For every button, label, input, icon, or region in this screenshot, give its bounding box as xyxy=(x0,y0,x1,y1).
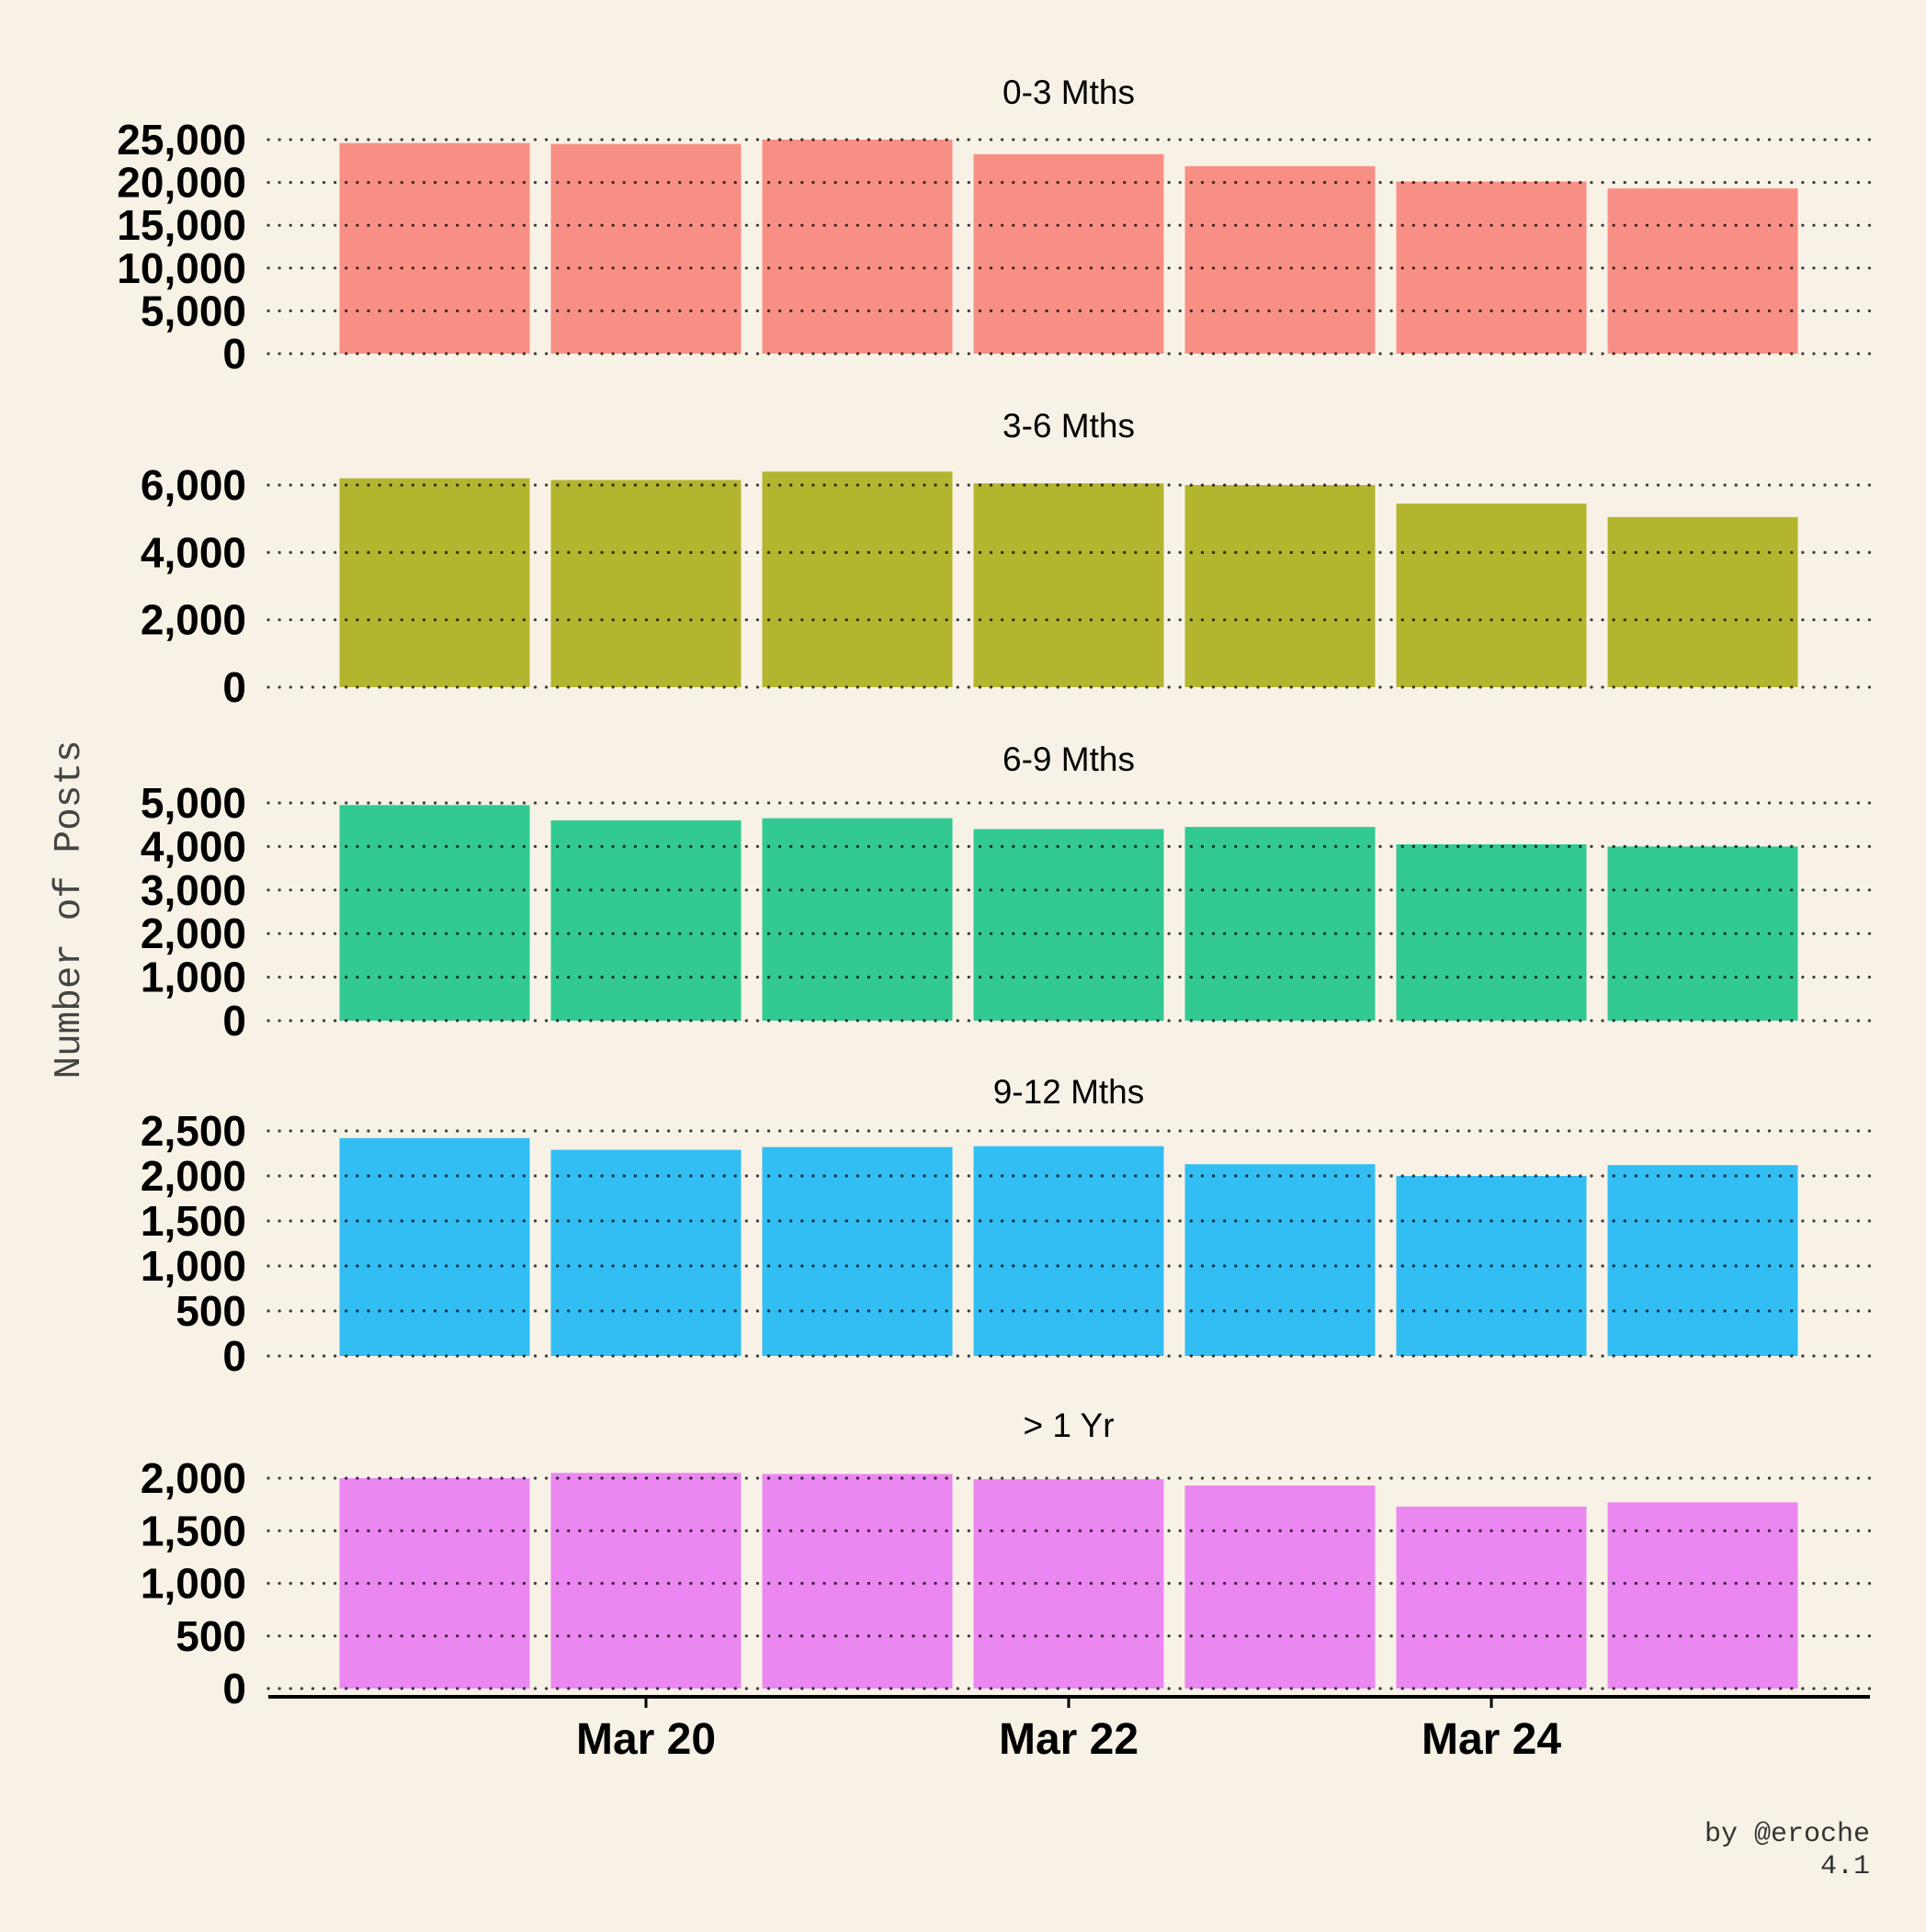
bar-mar-20 xyxy=(550,480,742,687)
x-tick-label: Mar 24 xyxy=(1422,1715,1561,1764)
bar-mar-21 xyxy=(762,140,953,354)
bar-mar-23 xyxy=(1184,485,1376,687)
y-tick-label: 20,000 xyxy=(117,159,246,207)
y-tick-label: 0 xyxy=(222,997,246,1045)
y-tick-label: 6,000 xyxy=(141,461,246,509)
y-tick-label: 2,500 xyxy=(141,1107,246,1155)
y-tick-label: 2,000 xyxy=(141,1454,246,1502)
y-tick-label: 4,000 xyxy=(141,822,246,870)
bar-mar-22 xyxy=(973,153,1164,354)
bar-mar-23 xyxy=(1184,165,1376,354)
y-tick-label: 1,000 xyxy=(141,1242,246,1290)
bar-mar-20 xyxy=(550,819,742,1021)
y-tick-label: 5,000 xyxy=(141,287,246,334)
panel-title: 9-12 Mths xyxy=(993,1073,1145,1111)
y-tick-label: 25,000 xyxy=(117,116,246,164)
y-tick-label: 10,000 xyxy=(117,244,246,292)
panel-2: 0 2,000 4,000 6,000 3-6 Mths xyxy=(141,407,1872,711)
bar-mar-23 xyxy=(1184,827,1376,1021)
x-tick-label: Mar 20 xyxy=(576,1715,716,1764)
y-tick-label: 500 xyxy=(176,1287,246,1335)
y-tick-label: 0 xyxy=(222,1665,246,1712)
bar-mar-21 xyxy=(762,818,953,1021)
y-tick-label: 15,000 xyxy=(117,201,246,249)
y-axis-label: Number of Posts xyxy=(49,740,91,1079)
bar-mar-19 xyxy=(339,805,530,1021)
bar-mar-25 xyxy=(1607,1165,1798,1356)
bar-mar-25 xyxy=(1607,1502,1798,1689)
bar-mar-24 xyxy=(1396,503,1587,687)
y-tick-label: 500 xyxy=(176,1612,246,1660)
y-tick-label: 5,000 xyxy=(141,779,246,827)
bar-mar-22 xyxy=(973,1146,1164,1356)
bar-mar-21 xyxy=(762,1474,953,1689)
y-tick-label: 0 xyxy=(222,330,246,378)
bar-mar-20 xyxy=(550,1473,742,1689)
bar-mar-20 xyxy=(550,1149,742,1356)
y-tick-label: 1,000 xyxy=(141,954,246,1001)
bar-mar-23 xyxy=(1184,1164,1376,1356)
bar-mar-23 xyxy=(1184,1486,1376,1689)
y-tick-label: 4,000 xyxy=(141,528,246,576)
panel-title: 3-6 Mths xyxy=(1003,407,1135,445)
y-tick-label: 0 xyxy=(222,663,246,711)
bar-mar-19 xyxy=(339,478,530,687)
y-tick-label: 2,000 xyxy=(141,910,246,957)
bar-mar-24 xyxy=(1396,1506,1587,1689)
caption-author: by @eroche xyxy=(1705,1819,1870,1850)
bar-mar-25 xyxy=(1607,516,1798,687)
x-tick-label: Mar 22 xyxy=(999,1715,1139,1764)
bar-mar-19 xyxy=(339,142,530,354)
panel-title: 6-9 Mths xyxy=(1003,740,1135,778)
bar-mar-25 xyxy=(1607,188,1798,354)
panel-title: 0-3 Mths xyxy=(1003,73,1135,111)
y-tick-label: 2,000 xyxy=(141,1152,246,1200)
bar-mar-22 xyxy=(973,483,1164,687)
bar-mar-22 xyxy=(973,829,1164,1021)
panel-title: > 1 Yr xyxy=(1023,1407,1114,1444)
caption-version: 4.1 xyxy=(1820,1851,1870,1882)
bar-mar-21 xyxy=(762,471,953,687)
y-tick-label: 2,000 xyxy=(141,596,246,644)
bar-mar-19 xyxy=(339,1137,530,1356)
y-tick-label: 1,500 xyxy=(141,1507,246,1554)
y-tick-label: 1,500 xyxy=(141,1197,246,1245)
y-tick-label: 0 xyxy=(222,1332,246,1380)
y-tick-label: 3,000 xyxy=(141,866,246,914)
bar-mar-20 xyxy=(550,143,742,354)
y-tick-label: 1,000 xyxy=(141,1560,246,1608)
bar-mar-21 xyxy=(762,1147,953,1356)
